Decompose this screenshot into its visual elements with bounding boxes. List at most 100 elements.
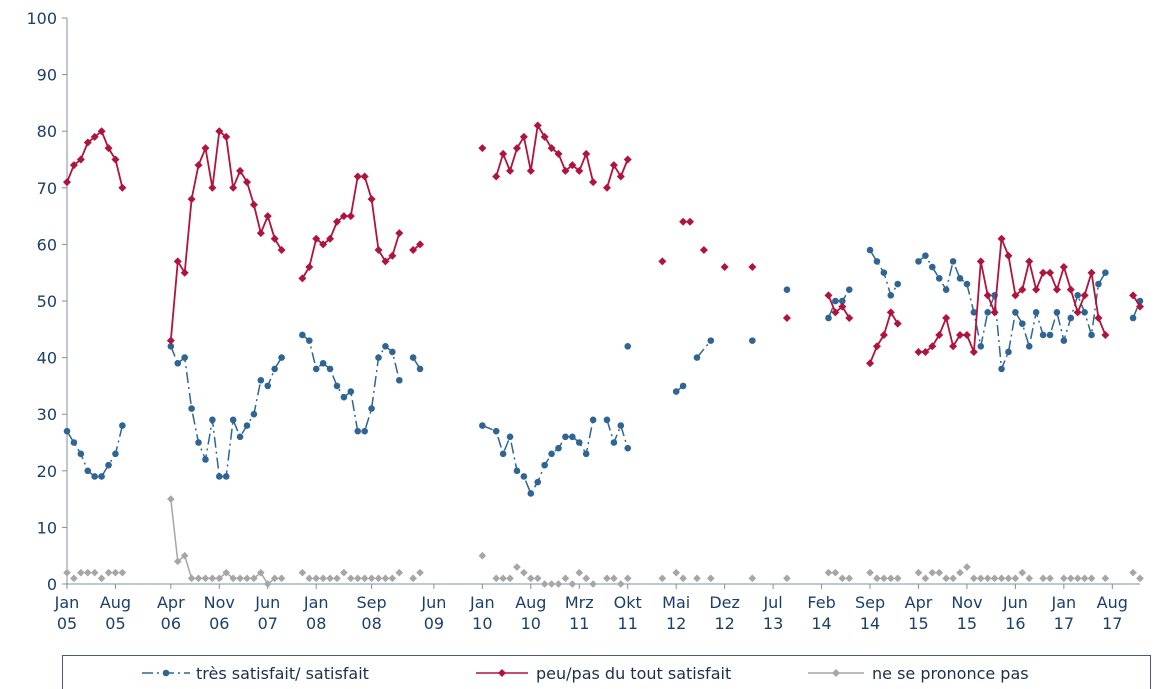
data-point [319, 359, 327, 367]
data-point [187, 574, 196, 583]
data-point [360, 574, 369, 583]
x-tick-month-label: Jan [1051, 593, 1077, 612]
data-point [257, 376, 265, 384]
data-point [167, 342, 175, 350]
y-tick-label: 0 [47, 575, 57, 594]
data-point [534, 478, 542, 486]
data-point [1102, 269, 1109, 277]
data-point [389, 348, 396, 356]
data-point [326, 365, 334, 373]
data-point [942, 313, 951, 322]
data-point [1081, 309, 1088, 316]
data-point [382, 342, 389, 350]
data-point [499, 149, 508, 158]
data-point [1095, 280, 1102, 288]
data-point [215, 574, 224, 583]
x-tick-year-label: 10 [472, 614, 492, 633]
data-point [969, 347, 978, 356]
data-point [409, 354, 417, 361]
data-point [298, 568, 307, 577]
data-point [589, 178, 598, 187]
data-point [202, 456, 209, 463]
series-line-segment [482, 419, 594, 496]
series-layer [63, 121, 1144, 588]
data-point [1052, 285, 1061, 294]
data-point [242, 178, 251, 187]
data-point [782, 313, 791, 322]
data-point [222, 473, 230, 480]
data-point [201, 144, 210, 153]
data-point [180, 551, 189, 560]
data-point [478, 551, 487, 560]
data-point [236, 166, 245, 175]
x-tick-month-label: Nov [204, 593, 235, 612]
data-point [893, 319, 902, 328]
data-point [824, 568, 833, 577]
series-1 [63, 121, 1144, 368]
data-point [707, 574, 715, 583]
data-point [478, 144, 487, 153]
legend-marker [162, 669, 170, 677]
data-point [976, 574, 985, 583]
data-point [720, 263, 729, 272]
data-point [1087, 268, 1096, 277]
data-point [838, 574, 847, 583]
data-point [271, 365, 278, 373]
series-line-segment [169, 129, 283, 341]
x-tick-year-label: 08 [306, 614, 326, 633]
data-point [333, 574, 341, 583]
data-point [540, 580, 549, 588]
data-point [1060, 337, 1068, 344]
x-tick-month-label: Nov [951, 593, 982, 612]
data-point [222, 132, 231, 141]
x-tick-month-label: Sep [855, 593, 885, 612]
data-point [880, 269, 888, 277]
data-point [104, 144, 113, 153]
series-line-segment [606, 159, 629, 189]
x-tick-year-label: 14 [860, 614, 880, 633]
data-point [610, 439, 618, 446]
data-point [346, 212, 355, 221]
data-point [1039, 331, 1047, 339]
data-point [416, 240, 425, 249]
data-point [748, 263, 757, 272]
y-tick-label: 80 [37, 122, 57, 141]
data-point [562, 433, 569, 441]
data-point [984, 309, 992, 316]
data-point [195, 439, 202, 446]
data-point [243, 574, 251, 583]
data-point [839, 297, 846, 305]
data-point [256, 229, 265, 238]
data-point [166, 336, 175, 345]
data-point [1025, 257, 1034, 266]
data-point [602, 183, 611, 192]
data-point [263, 212, 272, 221]
data-point [548, 450, 555, 458]
data-point [949, 258, 957, 265]
data-point [63, 568, 71, 577]
data-point [104, 568, 113, 577]
data-point [1039, 574, 1047, 583]
data-point [880, 574, 888, 583]
data-point [527, 574, 535, 583]
y-tick-label: 100 [26, 9, 57, 28]
data-point [554, 149, 563, 158]
legend-label: peu/pas du tout satisfait [536, 664, 731, 683]
legend-label: ne se prononce pas [872, 664, 1029, 683]
data-point [83, 138, 92, 147]
data-point [589, 416, 597, 424]
data-point [679, 217, 688, 226]
data-point [921, 347, 930, 356]
data-point [575, 166, 584, 175]
data-point [305, 263, 314, 272]
data-point [1046, 331, 1054, 339]
data-point [90, 132, 99, 141]
data-point [624, 444, 632, 452]
data-point [180, 268, 189, 277]
data-point [555, 444, 562, 452]
x-tick-year-label: 05 [105, 614, 125, 633]
data-point [1018, 568, 1027, 577]
data-point [1066, 574, 1075, 583]
x-tick-month-label: Apr [905, 593, 933, 612]
data-point [326, 234, 335, 243]
